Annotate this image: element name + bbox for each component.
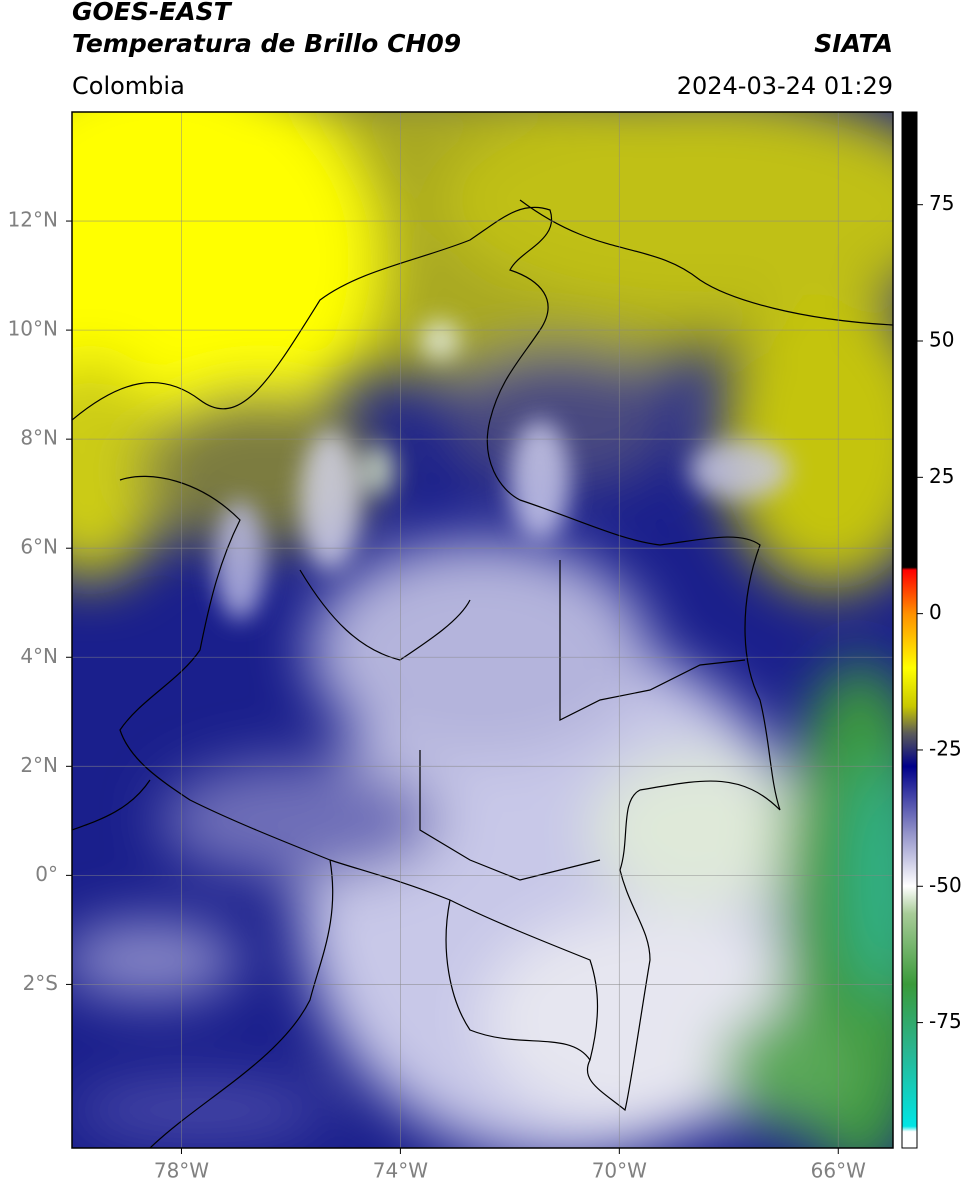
colorbar-tick-label: -25 bbox=[929, 736, 962, 760]
y-tick-label: 0° bbox=[35, 862, 58, 886]
y-tick-label: 6°N bbox=[20, 535, 58, 559]
colorbar-tick-label: 0 bbox=[929, 600, 942, 624]
colorbar-tick-label: -75 bbox=[929, 1009, 962, 1033]
x-tick-label: 70°W bbox=[592, 1159, 647, 1183]
satellite: GOES-EAST bbox=[72, 0, 233, 26]
x-tick-label: 66°W bbox=[811, 1159, 866, 1183]
region: Colombia bbox=[72, 72, 185, 100]
x-tick-label: 74°W bbox=[373, 1159, 428, 1183]
colorbar-frame bbox=[901, 111, 918, 1149]
colorbar: 75 50 25 0 -25 -50 -75 bbox=[901, 111, 962, 1149]
y-tick-label: 2°N bbox=[20, 753, 58, 777]
y-tick-label: 4°N bbox=[20, 644, 58, 668]
colorbar-fill bbox=[902, 112, 917, 1148]
colorbar-tick-label: -50 bbox=[929, 873, 962, 897]
satellite-image bbox=[72, 112, 893, 1148]
y-tick-label: 10°N bbox=[8, 317, 58, 341]
y-tick-label: 12°N bbox=[8, 208, 58, 232]
colorbar-tick-label: 25 bbox=[929, 464, 954, 488]
y-tick-label: 2°S bbox=[23, 971, 58, 995]
x-tick-label: 78°W bbox=[154, 1159, 209, 1183]
colorbar-tick-label: 50 bbox=[929, 328, 954, 352]
y-tick-label: 8°N bbox=[20, 426, 58, 450]
colorbar-tick-label: 75 bbox=[929, 191, 954, 215]
datetime: 2024-03-24 01:29 bbox=[677, 72, 893, 100]
product: Temperatura de Brillo CH09 bbox=[72, 29, 461, 58]
borders bbox=[72, 199, 893, 1148]
map-frame bbox=[71, 111, 894, 1149]
source: SIATA bbox=[814, 29, 893, 58]
